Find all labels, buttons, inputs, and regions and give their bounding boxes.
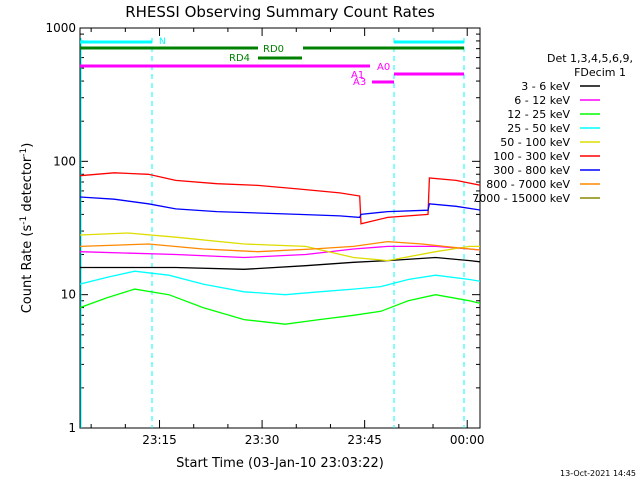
plot-area: 1 10 100 1000 23:15 23:30 23:45 00:00 N RD0 RD… [45, 21, 610, 447]
chart-title: RHESSI Observing Summary Count Rates [125, 3, 435, 21]
legend-label: 3 - 6 keV [521, 80, 570, 93]
series-line [80, 196, 480, 219]
legend-label: 25 - 50 keV [507, 122, 570, 135]
x-tick-label: 00:00 [450, 433, 485, 447]
x-tick-label: 23:15 [142, 433, 177, 447]
legend-header-2: FDecim 1 [574, 66, 626, 79]
rd4-label: RD4 [229, 53, 250, 64]
y-tick-label: 100 [53, 154, 76, 168]
series-line [80, 288, 480, 325]
legend-label: 6 - 12 keV [514, 94, 570, 107]
y-axis-label: Count Rate (s-1 detector-1) [19, 143, 35, 314]
state-annotations: N RD0 RD4 A0 A1 A3 [80, 37, 465, 428]
footer-timestamp: 13-Oct-2021 14:45 [560, 469, 636, 478]
series-line [80, 172, 480, 225]
series-line [80, 240, 480, 253]
legend-label: 800 - 7000 keV [486, 178, 570, 191]
rd0-label: RD0 [263, 44, 284, 55]
y-tick-label: 1000 [45, 21, 76, 35]
a3-label: A3 [353, 77, 366, 88]
night-label: N [159, 37, 166, 47]
y-axis-ticks: 1 10 100 1000 [45, 21, 480, 435]
x-tick-label: 23:30 [245, 433, 280, 447]
x-tick-label: 23:45 [347, 433, 382, 447]
legend-header-1: Det 1,3,4,5,6,9, [547, 52, 633, 65]
a1-label: A1 [351, 70, 364, 81]
a0-label: A0 [377, 62, 390, 73]
legend-label: 300 - 800 keV [493, 164, 570, 177]
series-line [80, 256, 480, 270]
series-line [80, 270, 480, 296]
x-axis-ticks: 23:15 23:30 23:45 00:00 [90, 28, 485, 447]
series-lines [80, 172, 610, 428]
legend-label: 50 - 100 keV [500, 136, 570, 149]
legend-label: 100 - 300 keV [493, 150, 570, 163]
series-line [535, 249, 610, 428]
legend-label: 12 - 25 keV [507, 108, 570, 121]
y-tick-label: 1 [68, 421, 76, 435]
series-line [80, 232, 480, 262]
legend-label: 7000 - 15000 keV [472, 192, 570, 205]
plot-frame [79, 27, 481, 429]
series-line [80, 245, 480, 259]
x-axis-label: Start Time (03-Jan-10 23:03:22) [176, 456, 384, 471]
y-tick-label: 10 [61, 288, 76, 302]
